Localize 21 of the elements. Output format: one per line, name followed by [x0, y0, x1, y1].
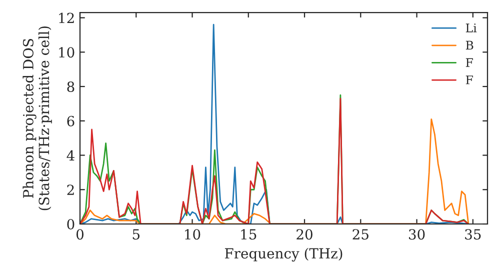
- x-tick-label: 30: [409, 229, 425, 240]
- x-axis-title: Frequency (THz): [224, 248, 342, 262]
- y-tick-label: 12: [59, 12, 74, 24]
- legend-label: Li: [466, 24, 477, 32]
- y-axis-title: Phonon projected DOS (States/THz·primitive cell): [22, 26, 52, 210]
- x-tick-label: 0: [76, 229, 84, 240]
- x-tick-label: 35: [465, 229, 481, 240]
- legend-label: F: [466, 58, 473, 67]
- legend-label: F: [466, 76, 473, 84]
- y-tick-label: 0: [67, 218, 74, 230]
- x-tick-label: 15: [241, 229, 256, 240]
- x-tick-label: 5: [132, 229, 140, 240]
- legend-label: B: [466, 40, 474, 50]
- x-tick-label: 10: [185, 229, 200, 240]
- y-tick-label: 10: [59, 47, 74, 58]
- x-tick-label: 20: [296, 229, 312, 240]
- y-tick-label: 2: [67, 184, 74, 195]
- x-tick-label: 25: [352, 229, 368, 240]
- y-tick-label: 6: [67, 116, 74, 126]
- y-tick-label: 4: [66, 150, 74, 161]
- y-tick-label: 8: [67, 81, 74, 92]
